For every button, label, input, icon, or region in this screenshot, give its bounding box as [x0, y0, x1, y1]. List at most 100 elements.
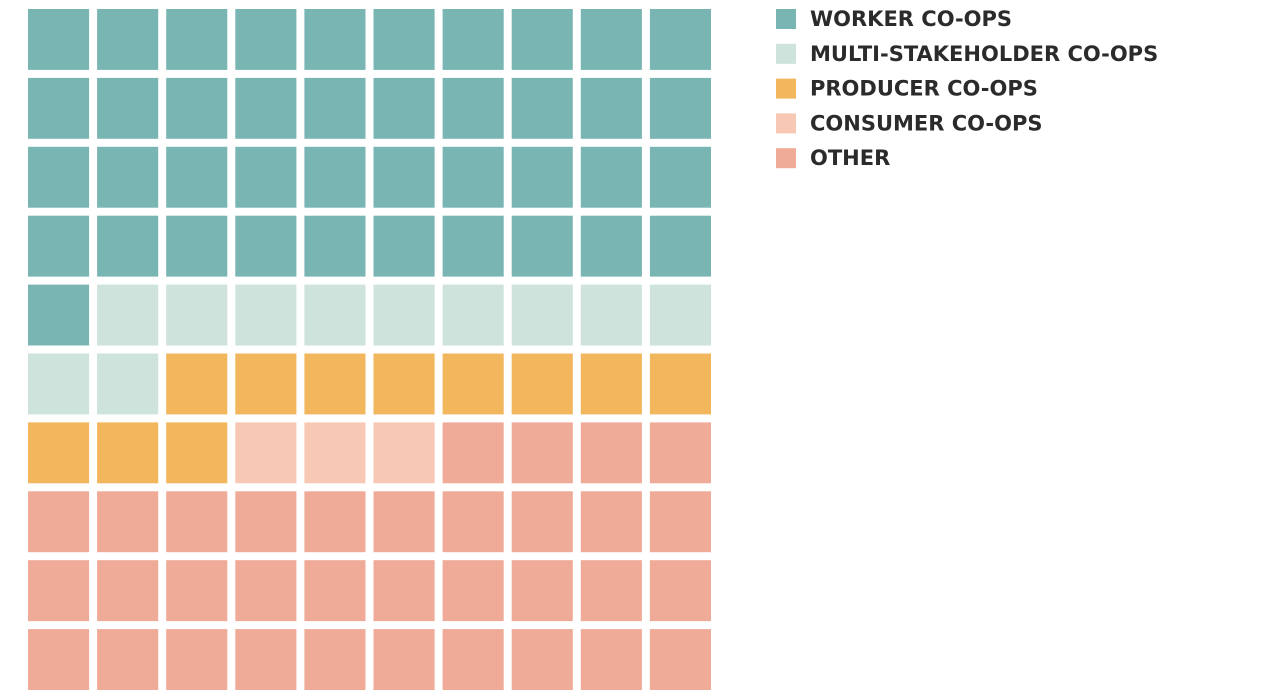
waffle-cell	[97, 353, 159, 415]
waffle-cell	[304, 215, 366, 277]
waffle-cell	[97, 215, 159, 277]
waffle-cell	[580, 215, 642, 277]
legend-label: PRODUCER CO-OPS	[810, 77, 1038, 101]
legend-label: MULTI-STAKEHOLDER CO-OPS	[810, 42, 1158, 66]
waffle-cell	[166, 215, 228, 277]
waffle-cell	[28, 9, 90, 70]
waffle-cell	[442, 77, 504, 139]
waffle-cell	[649, 284, 711, 346]
waffle-cell	[304, 284, 366, 346]
waffle-cell	[235, 9, 297, 70]
waffle-cell	[511, 422, 573, 484]
waffle-cell	[28, 629, 90, 690]
waffle-cell	[580, 629, 642, 690]
legend-label: CONSUMER CO-OPS	[810, 111, 1042, 135]
waffle-cell	[373, 629, 435, 690]
waffle-cell	[442, 491, 504, 553]
waffle-cell	[28, 215, 90, 277]
waffle-cell	[442, 629, 504, 690]
waffle-cell	[97, 284, 159, 346]
waffle-cell	[373, 77, 435, 139]
waffle-cell	[97, 77, 159, 139]
waffle-cell	[97, 629, 159, 690]
waffle-cell	[511, 9, 573, 70]
waffle-cell	[511, 146, 573, 208]
legend-swatch	[776, 43, 796, 64]
waffle-cell	[580, 9, 642, 70]
waffle-cell	[649, 629, 711, 690]
waffle-cell	[166, 284, 228, 346]
waffle-cell	[373, 422, 435, 484]
waffle-cell	[166, 9, 228, 70]
waffle-cell	[649, 77, 711, 139]
waffle-cell	[373, 215, 435, 277]
waffle-cell	[304, 422, 366, 484]
waffle-cell	[304, 77, 366, 139]
waffle-cell	[304, 560, 366, 622]
waffle-cell	[166, 560, 228, 622]
waffle-cell	[28, 560, 90, 622]
waffle-cell	[649, 215, 711, 277]
waffle-cell	[235, 629, 297, 690]
waffle-cell	[235, 215, 297, 277]
waffle-cell	[235, 146, 297, 208]
waffle-cell	[580, 353, 642, 415]
waffle-cell	[235, 77, 297, 139]
waffle-cell	[649, 491, 711, 553]
waffle-cell	[28, 284, 90, 346]
legend-label: WORKER CO-OPS	[810, 7, 1012, 31]
waffle-cell	[166, 422, 228, 484]
waffle-cell	[235, 353, 297, 415]
waffle-cell	[373, 9, 435, 70]
waffle-cell	[580, 77, 642, 139]
waffle-cell	[580, 422, 642, 484]
waffle-cell	[166, 491, 228, 553]
waffle-cell	[580, 560, 642, 622]
waffle-cell	[649, 146, 711, 208]
waffle-cell	[373, 560, 435, 622]
waffle-cell	[97, 146, 159, 208]
waffle-cell	[511, 491, 573, 553]
waffle-cell	[511, 560, 573, 622]
waffle-cell	[442, 146, 504, 208]
waffle-cell	[304, 146, 366, 208]
waffle-cell	[28, 491, 90, 553]
waffle-cell	[166, 77, 228, 139]
waffle-cell	[649, 560, 711, 622]
waffle-cell	[511, 284, 573, 346]
waffle-cell	[235, 491, 297, 553]
waffle-cell	[235, 284, 297, 346]
waffle-cell	[304, 629, 366, 690]
waffle-cell	[28, 146, 90, 208]
waffle-cell	[28, 422, 90, 484]
waffle-cell	[442, 560, 504, 622]
waffle-cell	[373, 491, 435, 553]
legend-swatch	[776, 148, 796, 169]
waffle-cell	[511, 629, 573, 690]
waffle-cell	[649, 9, 711, 70]
waffle-cell	[511, 353, 573, 415]
legend-swatch	[776, 9, 796, 29]
waffle-cell	[166, 353, 228, 415]
legend-label: OTHER	[810, 146, 890, 170]
waffle-cell	[442, 422, 504, 484]
waffle-cell	[97, 560, 159, 622]
legend-swatch	[776, 78, 796, 99]
waffle-cell	[304, 9, 366, 70]
waffle-cell	[511, 215, 573, 277]
waffle-cell	[373, 284, 435, 346]
waffle-cell	[235, 422, 297, 484]
waffle-cell	[580, 491, 642, 553]
waffle-cell	[373, 353, 435, 415]
waffle-cell	[166, 146, 228, 208]
waffle-cell	[97, 491, 159, 553]
waffle-cell	[442, 353, 504, 415]
waffle-cell	[511, 77, 573, 139]
waffle-cell	[580, 146, 642, 208]
waffle-cell	[304, 353, 366, 415]
legend-swatch	[776, 113, 796, 134]
waffle-cell	[442, 215, 504, 277]
waffle-cell	[442, 9, 504, 70]
waffle-cell	[166, 629, 228, 690]
